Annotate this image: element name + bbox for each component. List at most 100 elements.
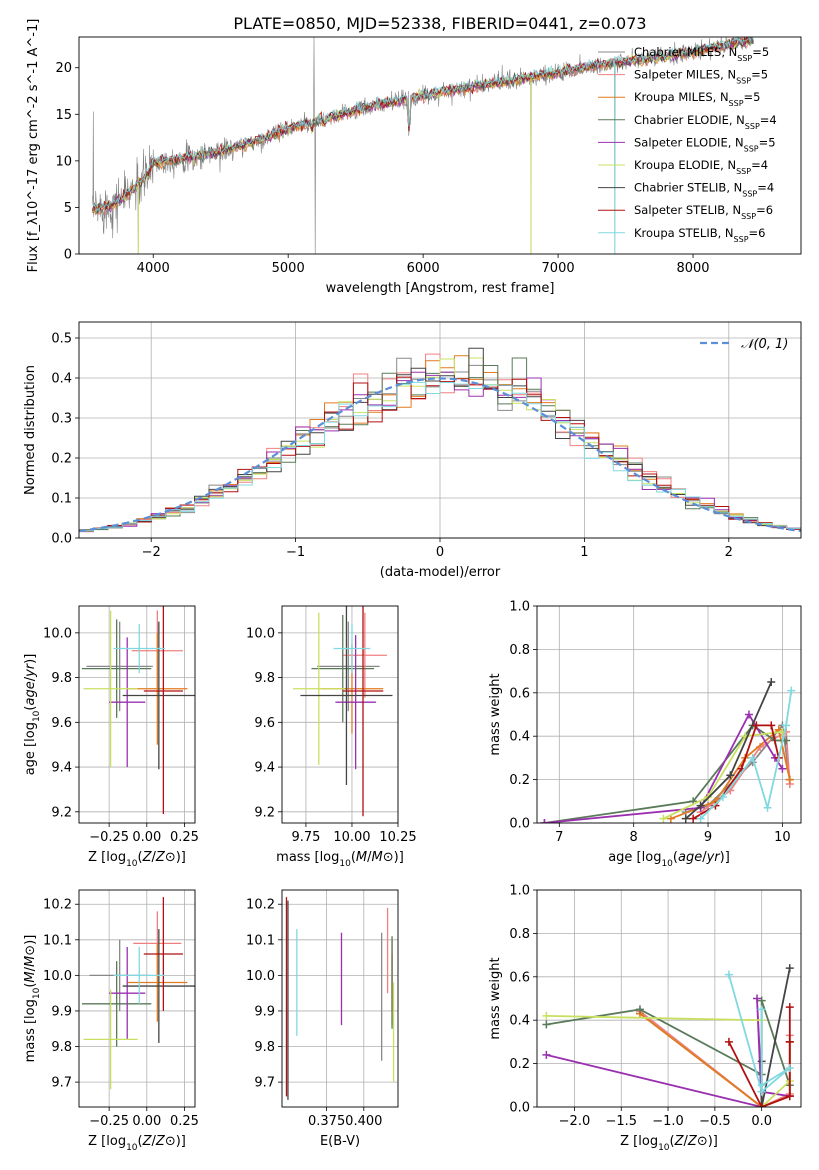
weight-marker — [542, 1020, 551, 1029]
x-tick-label: 10 — [774, 830, 791, 845]
plot-area — [293, 606, 393, 817]
x-tick-label: 0 — [436, 545, 444, 560]
x-tick-label: 0.375 — [308, 1114, 345, 1129]
weight-marker — [718, 792, 727, 801]
weight-series — [544, 724, 787, 823]
plot-area — [92, 37, 754, 254]
weight-marker — [785, 1003, 794, 1012]
weight-marker — [785, 775, 794, 784]
x-axis-label: age [log10(age/yr)] — [608, 850, 730, 869]
x-tick-label: 8000 — [676, 261, 709, 276]
legend-entry: Salpeter ELODIE, NSSP=5 — [634, 135, 776, 153]
chart-weight-vs-z: −2.0 −1.5 −1.0 −0.5 0.0 0.0 0.2 0.4 0.6 0.8 1.0 Z [… — [488, 884, 802, 1153]
y-tick-label: 9.6 — [51, 716, 72, 731]
legend-entry: Kroupa STELIB, NSSP=6 — [634, 226, 765, 244]
x-tick-label: 0.00 — [132, 830, 161, 845]
y-axis-label: Flux [f_λ10^-17 erg cm^-2 s^-1 A^-1] — [26, 19, 41, 273]
x-axis-label: E(B-V) — [320, 1134, 360, 1149]
weight-marker — [757, 1081, 766, 1090]
weight-marker — [782, 721, 791, 730]
weight-marker — [659, 814, 668, 823]
x-tick-label: −1.0 — [652, 1114, 684, 1129]
axes-frame — [281, 605, 399, 824]
x-tick-label: 7000 — [542, 261, 575, 276]
chart-spectrum: 4000 5000 6000 7000 8000 0 5 10 15 20 wavelength [… — [26, 19, 802, 296]
plot-area — [79, 347, 801, 538]
y-tick-label: 0.4 — [509, 730, 530, 745]
y-tick-label: 9.2 — [254, 805, 275, 820]
y-axis-label: Normed distribution — [23, 365, 38, 495]
y-tick-label: 9.8 — [254, 671, 275, 686]
x-tick-label: 10.25 — [379, 830, 416, 845]
weight-marker — [757, 996, 766, 1005]
y-tick-label: 0.1 — [51, 492, 72, 507]
weight-series — [685, 681, 773, 820]
x-tick-label: −2.0 — [559, 1114, 591, 1129]
chart-age-vs-z: −0.25 0.00 0.25 9.2 9.4 9.6 9.8 10.0 Z [log10(Z/… — [23, 605, 199, 869]
y-tick-label: 0.4 — [509, 1014, 530, 1029]
x-tick-label: 8 — [630, 830, 638, 845]
x-tick-label: 0.00 — [132, 1114, 161, 1129]
y-tick-label: 0.0 — [51, 532, 72, 547]
y-tick-label: 9.7 — [51, 1076, 72, 1091]
y-tick-label: 9.8 — [51, 1040, 72, 1055]
model-spectrum — [92, 37, 754, 213]
weight-marker — [724, 1037, 733, 1046]
chart-weight-vs-age: 7 8 9 10 0.0 0.2 0.4 0.6 0.8 1.0 age [log10(age/yr… — [488, 600, 802, 869]
y-tick-label: 10.2 — [246, 898, 275, 913]
y-tick-label: 15 — [55, 108, 72, 123]
plot-area — [285, 897, 395, 1100]
weight-marker — [757, 1103, 766, 1107]
weight-marker — [724, 970, 733, 979]
y-tick-label: 5 — [64, 201, 72, 216]
plot-area — [542, 964, 794, 1107]
x-tick-label: 9.75 — [291, 830, 320, 845]
x-tick-label: 0.0 — [751, 1114, 772, 1129]
legend-entry: Chabrier ELODIE, NSSP=4 — [634, 113, 777, 131]
weight-marker — [753, 994, 761, 1003]
weight-marker — [785, 1063, 794, 1072]
y-tick-label: 0.2 — [509, 773, 530, 788]
weight-marker — [696, 814, 705, 823]
x-tick-label: −1 — [286, 545, 305, 560]
y-tick-label: 0.6 — [509, 970, 530, 985]
y-tick-label: 9.4 — [51, 761, 72, 776]
y-tick-label: 0.5 — [51, 332, 72, 347]
legend-entry: Salpeter MILES, NSSP=5 — [634, 68, 768, 86]
y-tick-label: 10.0 — [246, 626, 275, 641]
x-tick-label: 7 — [555, 830, 563, 845]
chart-mass-vs-z: −0.25 0.00 0.25 9.7 9.8 9.9 10.0 10.1 10.2 Z [log… — [23, 889, 199, 1153]
weight-marker — [726, 771, 735, 780]
figure-title: PLATE=0850, MJD=52338, FIBERID=0441, z=0… — [233, 14, 646, 33]
weight-marker — [767, 677, 776, 686]
x-tick-label: 0.25 — [170, 1114, 199, 1129]
plot-area — [82, 897, 195, 1090]
legend-entry: 𝒩(0, 1) — [741, 337, 788, 352]
weight-marker — [763, 803, 772, 812]
y-tick-label: 10.0 — [43, 969, 72, 984]
legend: Chabrier MILES, NSSP=5 Salpeter MILES, NS… — [598, 45, 777, 243]
axes-frame — [281, 889, 399, 1108]
weight-marker — [778, 764, 787, 773]
y-tick-label: 0.6 — [509, 686, 530, 701]
x-tick-label: 1 — [580, 545, 588, 560]
weight-marker — [542, 1050, 551, 1059]
y-tick-label: 10.0 — [43, 626, 72, 641]
x-tick-label: −2 — [142, 545, 161, 560]
y-tick-label: 9.4 — [254, 761, 275, 776]
y-tick-label: 9.7 — [254, 1076, 275, 1091]
weight-series — [663, 731, 783, 820]
residual-histogram — [79, 381, 801, 538]
y-tick-label: 0.4 — [51, 372, 72, 387]
weight-marker — [787, 686, 796, 695]
legend-entry: Salpeter STELIB, NSSP=6 — [634, 203, 773, 221]
y-tick-label: 0.0 — [509, 817, 530, 832]
x-tick-label: 6000 — [407, 261, 440, 276]
y-tick-label: 9.9 — [254, 1004, 275, 1019]
weight-marker — [696, 801, 705, 810]
y-tick-label: 10.1 — [43, 933, 72, 948]
plot-area — [540, 677, 796, 823]
x-tick-label: 0.400 — [345, 1114, 382, 1129]
weight-marker — [785, 964, 794, 973]
